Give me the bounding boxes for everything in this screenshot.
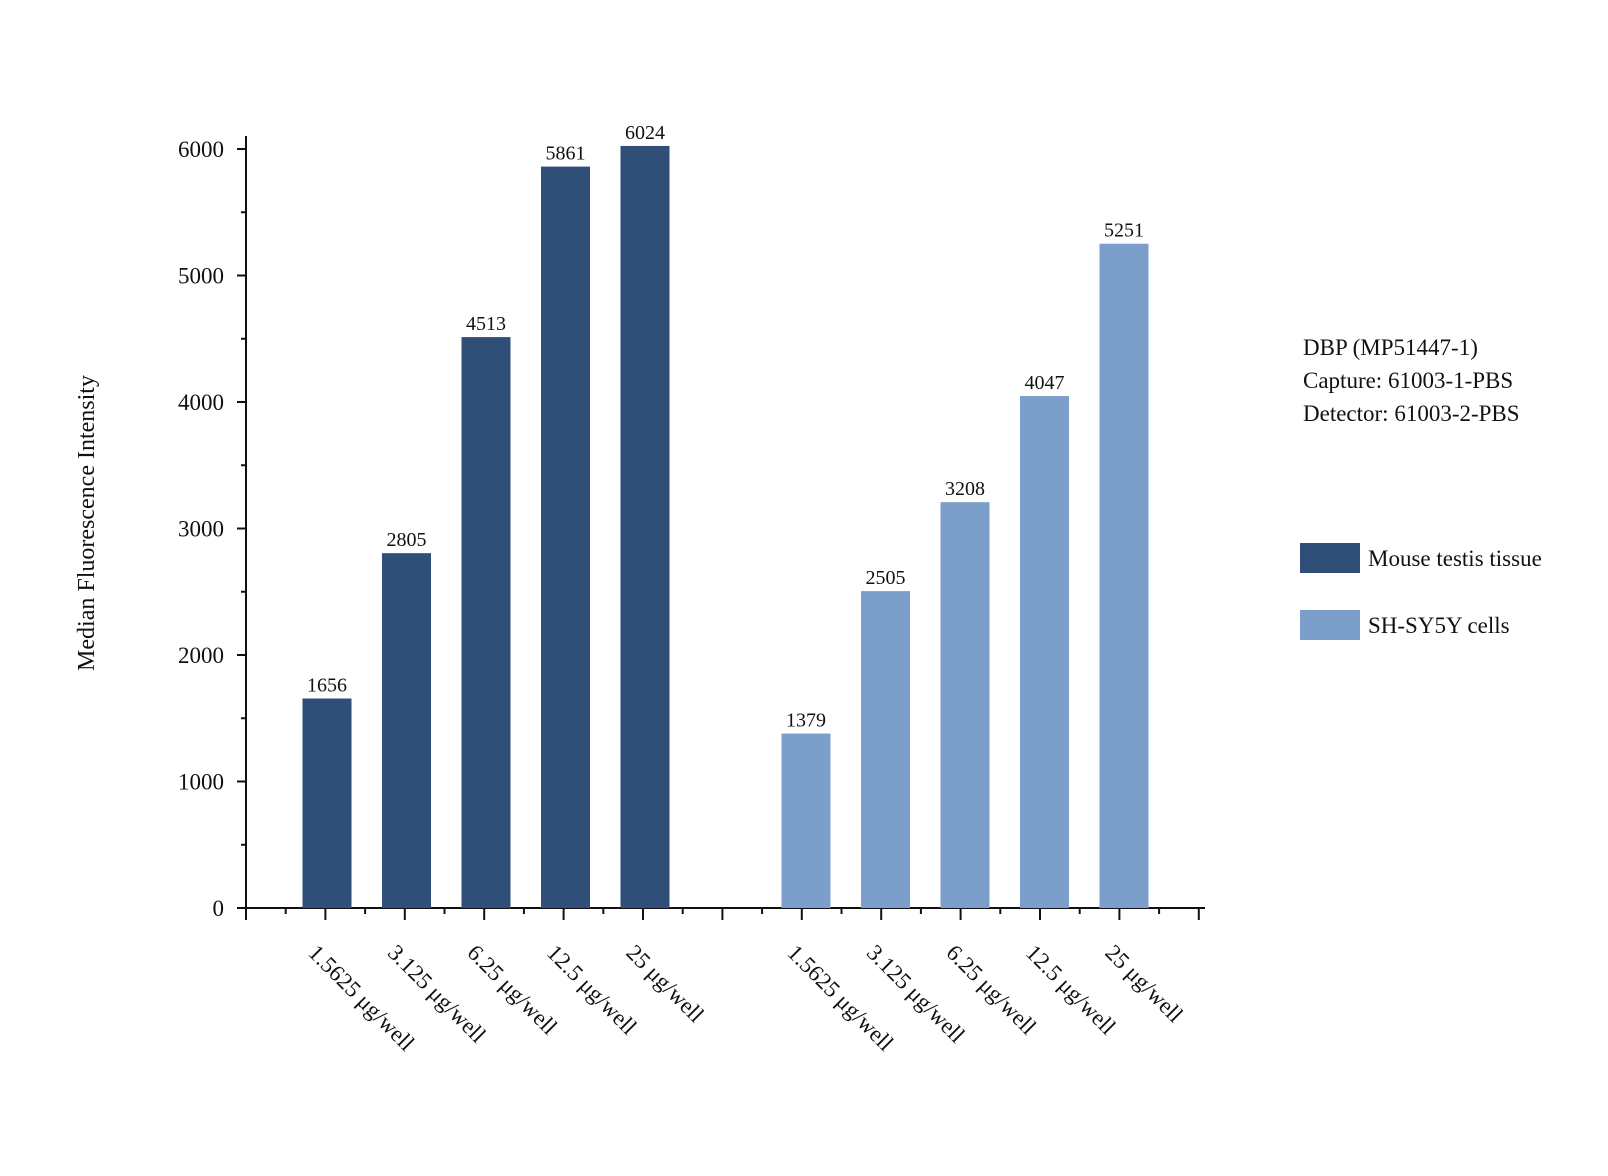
legend-label-mouse-testis: Mouse testis tissue (1368, 546, 1542, 571)
y-tick-label: 0 (213, 896, 225, 921)
bar-value-label: 1656 (307, 675, 347, 697)
bar (620, 145, 670, 909)
legend-label-sh-sy5y: SH-SY5Y cells (1368, 613, 1510, 638)
bar (1020, 396, 1069, 908)
y-tick-label: 3000 (178, 517, 224, 542)
bar-value-label: 4513 (466, 313, 506, 335)
y-axis-title: Median Fluorescence Intensity (74, 375, 100, 671)
bar (302, 698, 352, 908)
legend-swatch-sh-sy5y (1300, 610, 1360, 640)
bar-value-label: 2805 (387, 529, 427, 551)
bar-value-label: 3208 (945, 478, 985, 500)
bar-value-label: 2505 (866, 567, 906, 589)
bar (541, 166, 590, 908)
bars (302, 145, 1149, 909)
bar-value-label: 1379 (786, 710, 826, 732)
legend: Mouse testis tissue SH-SY5Y cells (1300, 543, 1542, 640)
y-tick-label: 1000 (178, 770, 224, 795)
bar (382, 553, 431, 908)
info-line-2: Capture: 61003-1-PBS (1303, 368, 1513, 393)
y-tick-label: 5000 (178, 264, 224, 289)
y-tick-label: 6000 (178, 137, 224, 162)
bar (940, 502, 990, 908)
bar-value-label: 5861 (546, 143, 586, 165)
bar-value-labels: 1656 2805 4513 5861 6024 1379 2505 3208 4047 5251 (307, 122, 1144, 732)
info-annotation: DBP (MP51447-1) Capture: 61003-1-PBS Det… (1303, 335, 1520, 426)
bar-value-label: 5251 (1104, 220, 1144, 242)
bar (1099, 243, 1149, 908)
info-line-3: Detector: 61003-2-PBS (1303, 401, 1520, 426)
bar (781, 733, 831, 908)
info-line-1: DBP (MP51447-1) (1303, 335, 1478, 360)
bar (461, 337, 511, 909)
legend-swatch-mouse-testis (1300, 543, 1360, 573)
bar-value-label: 4047 (1025, 372, 1065, 394)
bar (861, 591, 910, 908)
bar-value-label: 6024 (625, 122, 665, 144)
y-tick-label: 4000 (178, 390, 224, 415)
y-tick-label: 2000 (178, 643, 224, 668)
